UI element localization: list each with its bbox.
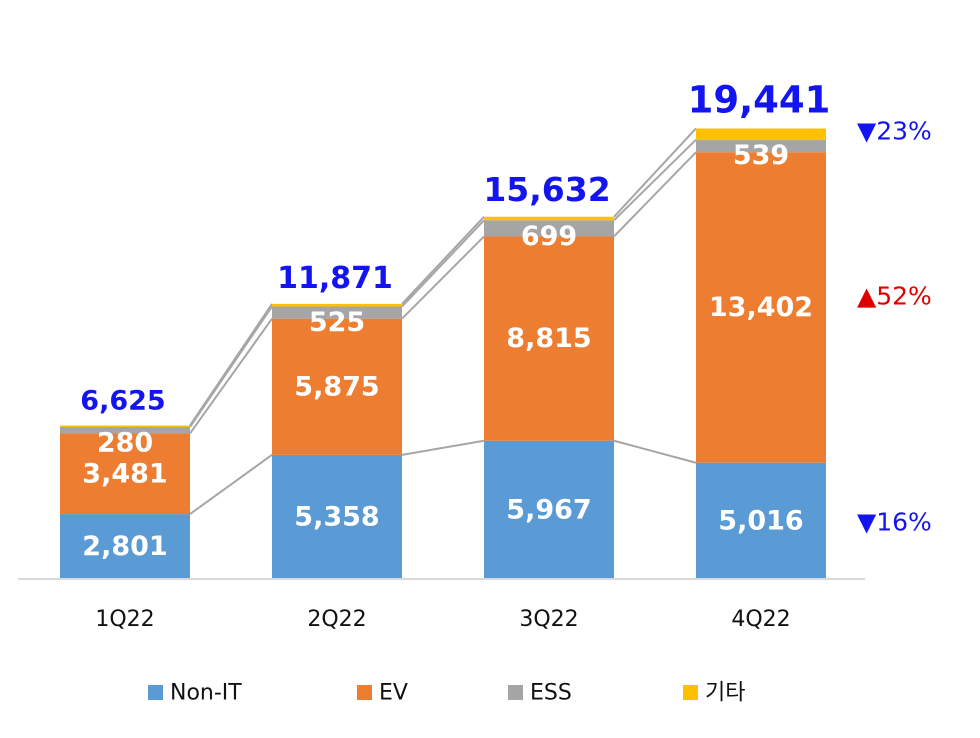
- change-annotation-ev: ▲52%: [857, 282, 932, 311]
- value-label-ev-1q22: 3,481: [82, 458, 167, 489]
- value-label-ess-3q22: 699: [521, 221, 577, 252]
- value-label-ess-4q22: 539: [733, 140, 789, 171]
- connector-line: [401, 235, 485, 320]
- value-label-ess-2q22: 525: [309, 307, 365, 338]
- legend-swatch-non-it: [148, 685, 163, 700]
- bars-group: [60, 128, 826, 579]
- bar-other-3q22: [484, 216, 614, 221]
- value-label-ev-2q22: 5,875: [294, 371, 379, 402]
- bar-other-4q22: [696, 128, 826, 140]
- value-label-non-it-4q22: 5,016: [718, 505, 803, 536]
- connector-line: [613, 127, 697, 218]
- connector-lines: [189, 127, 697, 515]
- total-labels: 6,625 11,871 15,632 19,441: [80, 78, 830, 416]
- legend-label: EV: [379, 681, 408, 706]
- connector-line: [613, 138, 697, 221]
- connector-line: [401, 439, 485, 456]
- legend-swatch-ev: [357, 685, 372, 700]
- bar-other-2q22: [272, 303, 402, 307]
- total-label-3q22: 15,632: [483, 170, 610, 209]
- bar-ess-1q22: [60, 426, 190, 434]
- legend-label: 기타: [705, 681, 745, 706]
- connector-line: [401, 219, 485, 308]
- connector-line: [189, 454, 273, 515]
- legend-label: Non-IT: [170, 681, 242, 706]
- bar-non-it-3q22: [484, 440, 614, 579]
- total-label-4q22: 19,441: [688, 78, 831, 121]
- bar-ess-2q22: [272, 306, 402, 319]
- value-label-non-it-3q22: 5,967: [506, 494, 591, 525]
- connector-line: [401, 216, 485, 305]
- legend-swatch-ess: [508, 685, 523, 700]
- connector-line: [189, 318, 273, 435]
- bar-ess-3q22: [484, 220, 614, 237]
- bar-ev-3q22: [484, 236, 614, 441]
- x-tick-label: 3Q22: [519, 607, 578, 632]
- connector-line: [613, 151, 697, 238]
- bar-non-it-1q22: [60, 514, 190, 579]
- connector-line: [189, 303, 273, 427]
- value-label-non-it-2q22: 5,358: [294, 501, 379, 532]
- legend-swatch-other: [683, 685, 698, 700]
- value-label-ess-1q22: 280: [97, 427, 153, 458]
- legend: Non-IT EV ESS 기타: [148, 681, 745, 706]
- value-label-ev-4q22: 13,402: [709, 292, 813, 323]
- bar-non-it-2q22: [272, 454, 402, 579]
- total-label-2q22: 11,871: [277, 261, 393, 296]
- value-label-non-it-1q22: 2,801: [82, 531, 167, 562]
- change-annotation-non-it: ▼16%: [857, 508, 932, 537]
- bar-ev-1q22: [60, 433, 190, 515]
- value-label-ev-3q22: 8,815: [506, 323, 591, 354]
- x-tick-label: 1Q22: [95, 607, 154, 632]
- bar-ev-2q22: [272, 318, 402, 455]
- change-annotation-ess: ▼23%: [857, 117, 932, 146]
- bar-non-it-4q22: [696, 462, 826, 579]
- annotations: ▼23% ▲52% ▼16%: [857, 117, 932, 537]
- bar-other-1q22: [60, 425, 190, 427]
- bar-ev-4q22: [696, 152, 826, 463]
- legend-label: ESS: [530, 681, 572, 706]
- connector-line: [613, 439, 697, 464]
- total-label-1q22: 6,625: [80, 385, 165, 416]
- x-tick-label: 2Q22: [307, 607, 366, 632]
- x-tick-label: 4Q22: [731, 607, 790, 632]
- bar-ess-4q22: [696, 139, 826, 153]
- x-tick-labels: 1Q22 2Q22 3Q22 4Q22: [95, 607, 790, 632]
